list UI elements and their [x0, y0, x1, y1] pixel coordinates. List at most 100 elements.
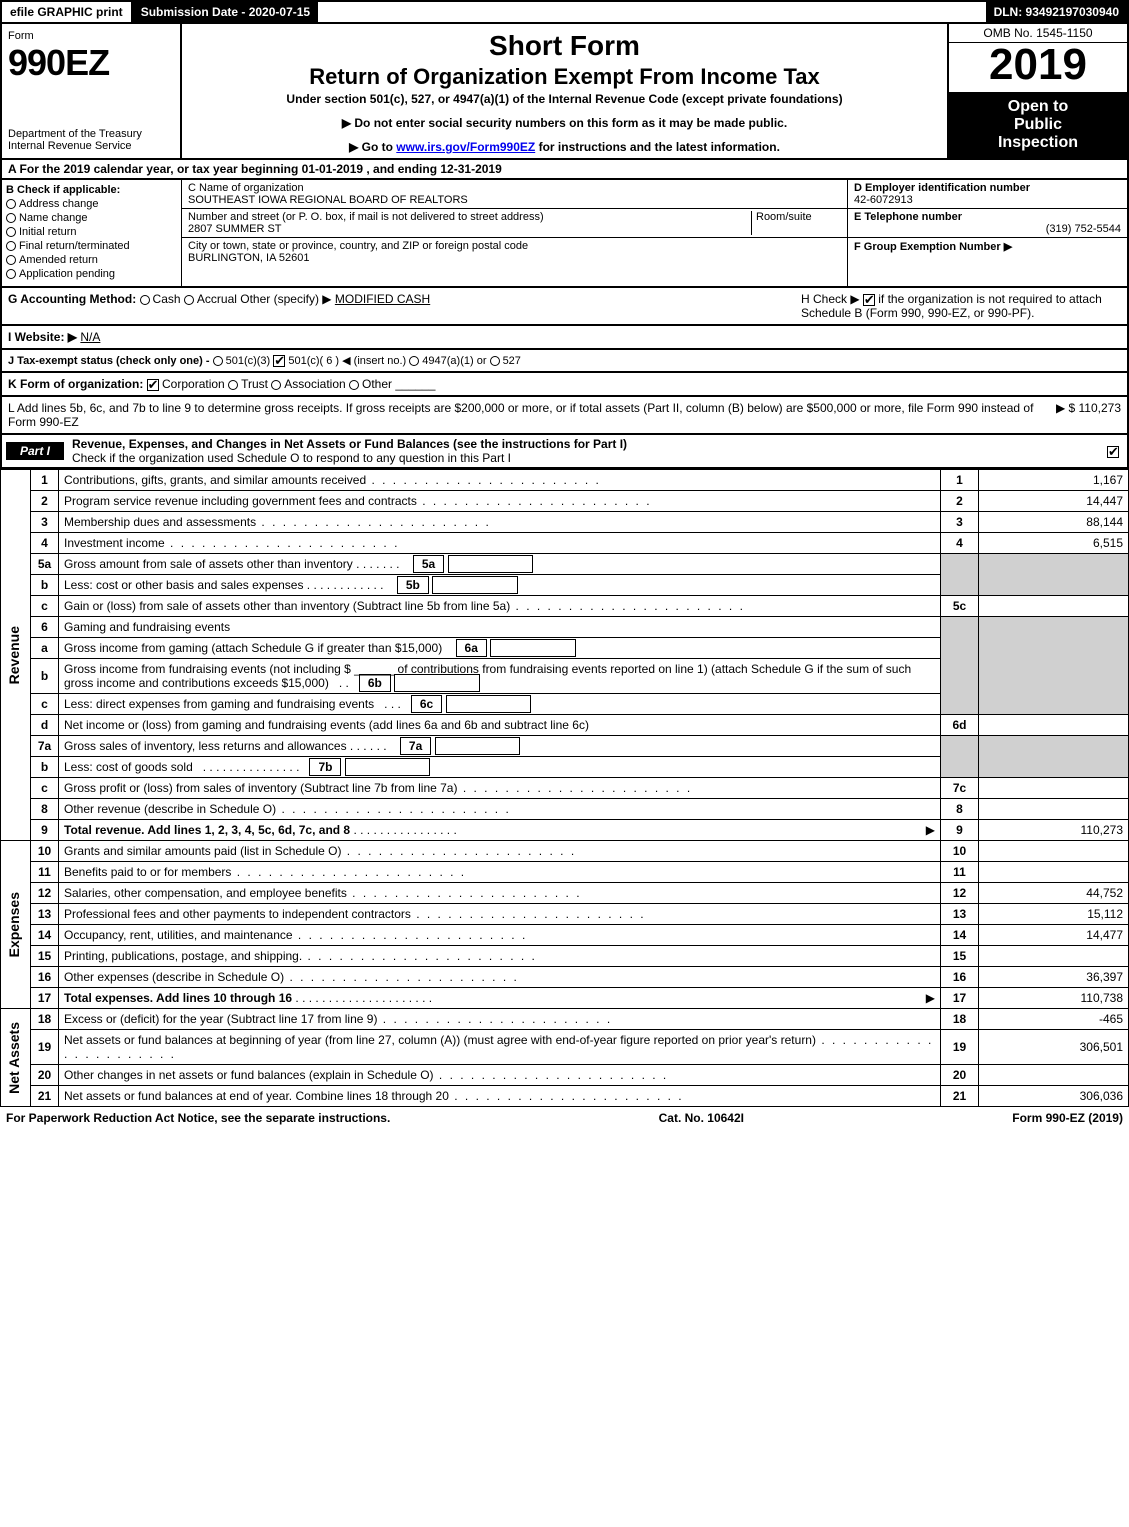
- inner-5a-amt: [448, 555, 533, 573]
- d-cell: D Employer identification number 42-6072…: [848, 180, 1127, 209]
- inner-6a-box: 6a: [456, 639, 487, 657]
- dept-line-1: Department of the Treasury: [8, 128, 174, 140]
- note-ssn: ▶ Do not enter social security numbers o…: [192, 116, 937, 130]
- line-5c: c Gain or (loss) from sale of assets oth…: [1, 596, 1129, 617]
- line-14: 14 Occupancy, rent, utilities, and maint…: [1, 925, 1129, 946]
- section-g: G Accounting Method: Cash Accrual Other …: [8, 292, 430, 306]
- addr-label: Number and street (or P. O. box, if mail…: [188, 211, 544, 223]
- irs-link[interactable]: www.irs.gov/Form990EZ: [396, 140, 535, 154]
- inner-6a-amt: [490, 639, 575, 657]
- line-2: 2 Program service revenue including gove…: [1, 491, 1129, 512]
- subtitle: Under section 501(c), 527, or 4947(a)(1)…: [192, 92, 937, 106]
- k-other-circle[interactable]: [349, 380, 359, 390]
- note-link: ▶ Go to www.irs.gov/Form990EZ for instru…: [192, 140, 937, 154]
- header-mid: Short Form Return of Organization Exempt…: [182, 24, 947, 158]
- check-final-return[interactable]: Final return/terminated: [6, 240, 177, 252]
- line-21: 21 Net assets or fund balances at end of…: [1, 1086, 1129, 1107]
- l-amount: ▶ $ 110,273: [1056, 401, 1121, 415]
- line-13: 13 Professional fees and other payments …: [1, 904, 1129, 925]
- i-label: I Website: ▶: [8, 330, 77, 344]
- line-3: 3 Membership dues and assessments 3 88,1…: [1, 512, 1129, 533]
- j-527-circle[interactable]: [490, 356, 500, 366]
- j-501c-check[interactable]: [273, 355, 285, 367]
- form-word: Form: [8, 30, 174, 42]
- f-cell: F Group Exemption Number ▶: [848, 238, 1127, 255]
- f-label: F Group Exemption Number ▶: [854, 241, 1012, 253]
- inner-5b-amt: [432, 576, 517, 594]
- line-7c: c Gross profit or (loss) from sales of i…: [1, 778, 1129, 799]
- g-cash: Cash: [153, 292, 181, 306]
- j-o3: 4947(a)(1) or: [422, 355, 486, 367]
- part1-schedule-o-check[interactable]: [1099, 442, 1127, 460]
- j-o2: 501(c)( 6 ) ◀ (insert no.): [288, 355, 406, 367]
- info-block: B Check if applicable: Address change Na…: [0, 180, 1129, 288]
- g-label: G Accounting Method:: [8, 292, 136, 306]
- line-16: 16 Other expenses (describe in Schedule …: [1, 967, 1129, 988]
- section-h: H Check ▶ if the organization is not req…: [801, 292, 1121, 320]
- line-18: Net Assets 18 Excess or (deficit) for th…: [1, 1009, 1129, 1030]
- footer-right: Form 990-EZ (2019): [1012, 1111, 1123, 1125]
- inner-7a-box: 7a: [400, 737, 431, 755]
- check-amended-return[interactable]: Amended return: [6, 254, 177, 266]
- g-cash-circle[interactable]: [140, 295, 150, 305]
- j-501c3-circle[interactable]: [213, 356, 223, 366]
- check-initial-return[interactable]: Initial return: [6, 226, 177, 238]
- header-left: Form 990EZ Department of the Treasury In…: [2, 24, 182, 158]
- top-bar: efile GRAPHIC print Submission Date - 20…: [0, 0, 1129, 22]
- department-label: Department of the Treasury Internal Reve…: [8, 128, 174, 152]
- line-10: Expenses 10 Grants and similar amounts p…: [1, 841, 1129, 862]
- inspection-3: Inspection: [951, 134, 1125, 152]
- line-1: Revenue 1 Contributions, gifts, grants, …: [1, 470, 1129, 491]
- inner-7a-amt: [435, 737, 520, 755]
- check-name-change[interactable]: Name change: [6, 212, 177, 224]
- h-checkbox[interactable]: [863, 294, 875, 306]
- title-short: Short Form: [192, 30, 937, 62]
- l-text: L Add lines 5b, 6c, and 7b to line 9 to …: [8, 401, 1056, 429]
- efile-label: efile GRAPHIC print: [2, 2, 133, 22]
- part1-tab: Part I: [6, 442, 64, 460]
- k-assoc-circle[interactable]: [271, 380, 281, 390]
- g-other: Other (specify) ▶: [240, 292, 331, 306]
- line-20: 20 Other changes in net assets or fund b…: [1, 1065, 1129, 1086]
- footer: For Paperwork Reduction Act Notice, see …: [0, 1107, 1129, 1129]
- check-application-pending[interactable]: Application pending: [6, 268, 177, 280]
- part1-table: Revenue 1 Contributions, gifts, grants, …: [0, 469, 1129, 1107]
- g-accrual-circle[interactable]: [184, 295, 194, 305]
- g-accrual: Accrual: [197, 292, 237, 306]
- org-name: SOUTHEAST IOWA REGIONAL BOARD OF REALTOR…: [188, 194, 468, 206]
- inner-7b-amt: [345, 758, 430, 776]
- k-corp-check[interactable]: [147, 379, 159, 391]
- h-pre: H Check ▶: [801, 292, 863, 306]
- e-label: E Telephone number: [854, 211, 962, 223]
- part1-check-note: Check if the organization used Schedule …: [72, 451, 511, 465]
- k-label: K Form of organization:: [8, 377, 143, 391]
- check-address-change[interactable]: Address change: [6, 198, 177, 210]
- line-17: 17 Total expenses. Add lines 10 through …: [1, 988, 1129, 1009]
- addr-cell: Number and street (or P. O. box, if mail…: [182, 209, 847, 238]
- note-link-pre: ▶ Go to: [349, 140, 396, 154]
- k-o0: Corporation: [162, 377, 225, 391]
- k-trust-circle[interactable]: [228, 380, 238, 390]
- section-b-label: B Check if applicable:: [6, 184, 120, 196]
- note-link-post: for instructions and the latest informat…: [535, 140, 780, 154]
- footer-mid: Cat. No. 10642I: [659, 1111, 744, 1125]
- inner-5b-box: 5b: [397, 576, 429, 594]
- inspection-box: Open to Public Inspection: [949, 92, 1127, 158]
- j-o4: 527: [503, 355, 521, 367]
- line-19: 19 Net assets or fund balances at beginn…: [1, 1030, 1129, 1065]
- j-4947-circle[interactable]: [409, 356, 419, 366]
- org-name-label: C Name of organization: [188, 182, 304, 194]
- inner-5a-box: 5a: [413, 555, 444, 573]
- k-o2: Association: [284, 377, 345, 391]
- row-g-h: G Accounting Method: Cash Accrual Other …: [0, 288, 1129, 326]
- section-de: D Employer identification number 42-6072…: [847, 180, 1127, 286]
- k-o1: Trust: [241, 377, 268, 391]
- section-k: K Form of organization: Corporation Trus…: [0, 373, 1129, 397]
- line-15: 15 Printing, publications, postage, and …: [1, 946, 1129, 967]
- j-o1: 501(c)(3): [226, 355, 271, 367]
- org-name-cell: C Name of organization SOUTHEAST IOWA RE…: [182, 180, 847, 209]
- g-other-val: MODIFIED CASH: [335, 292, 430, 306]
- city-cell: City or town, state or province, country…: [182, 238, 847, 266]
- dln: DLN: 93492197030940: [986, 2, 1127, 22]
- side-revenue: Revenue: [6, 626, 22, 684]
